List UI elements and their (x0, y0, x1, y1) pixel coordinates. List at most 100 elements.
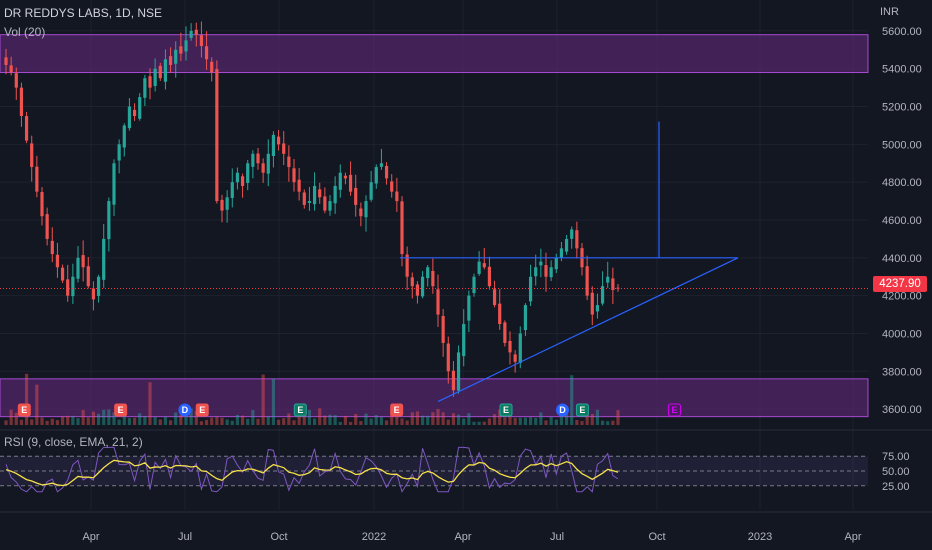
time-tick-label: Jul (550, 531, 564, 543)
candle-body (271, 134, 276, 157)
candle-body (395, 191, 399, 202)
candle-body (549, 267, 553, 278)
event-marker: E (293, 403, 307, 417)
candle-body (487, 266, 492, 287)
candle-body (168, 56, 173, 65)
volume-bar (81, 409, 85, 425)
candle-body (189, 30, 193, 38)
candle-body (297, 179, 301, 192)
candle-body (30, 143, 34, 168)
candle-body (554, 257, 558, 270)
candle-body (564, 238, 569, 252)
volume-bar (570, 375, 574, 425)
candle-body (199, 35, 204, 47)
volume-bar (184, 408, 188, 425)
candle-body (606, 276, 610, 283)
volume-bar (467, 413, 471, 425)
volume-bar (189, 408, 193, 425)
candle-body (323, 196, 327, 211)
candle-body (225, 197, 229, 210)
event-marker: E (114, 403, 128, 417)
volume-bar (230, 420, 234, 425)
volume-bars (4, 373, 620, 425)
volume-bar (107, 409, 111, 425)
candle-body (122, 125, 126, 148)
volume-bar (328, 414, 332, 425)
candle-body (179, 46, 183, 54)
candle-body (528, 276, 533, 302)
volume-legend[interactable]: Vol (20) (4, 25, 45, 39)
volume-bar (359, 421, 363, 425)
candle-body (230, 182, 234, 198)
candle-body (369, 182, 373, 200)
candle-body (107, 201, 111, 240)
volume-bar (343, 415, 348, 425)
event-marker: E (17, 403, 31, 417)
symbol-legend[interactable]: DR REDDYS LABS, 1D, NSE (4, 6, 162, 20)
candle-body (508, 340, 512, 353)
candle-body (9, 65, 13, 73)
earnings-icon (293, 403, 307, 417)
candle-body (102, 238, 106, 280)
volume-bar (611, 420, 615, 425)
price-tick-label: 5200.00 (882, 102, 922, 114)
rsi-line (5, 446, 619, 493)
rsi-pane: 75.00 50.00 25.00 (0, 429, 932, 511)
volume-bar (35, 384, 39, 425)
price-tick-label: 3600.00 (882, 404, 922, 416)
volume-bar (292, 420, 296, 425)
candle-body (544, 265, 548, 277)
symbol-title: DR REDDYS LABS, 1D, NSE (4, 6, 163, 20)
volume-bar (472, 421, 476, 425)
time-tick-label: Apr (82, 531, 99, 543)
candle-body (76, 257, 80, 279)
event-marker: E (499, 403, 513, 417)
volume-bar (199, 421, 204, 425)
candle-body (19, 87, 24, 116)
volume-bar (492, 414, 497, 425)
candle-body (611, 278, 615, 290)
candle-body (240, 176, 245, 186)
volume-bar (50, 418, 54, 425)
time-tick-label: Oct (648, 531, 665, 543)
earnings-icon (195, 403, 209, 417)
candle-body (174, 49, 178, 64)
volume-bar (19, 419, 24, 425)
volume-bar (4, 420, 8, 425)
candle-body (138, 97, 142, 119)
volume-bar (323, 415, 327, 425)
event-marker: E (390, 403, 404, 417)
volume-bar (112, 412, 116, 425)
earnings-icon (575, 403, 589, 417)
candle-body (276, 136, 281, 145)
price-tick-label: 5400.00 (882, 64, 922, 76)
volume-bar (179, 415, 183, 425)
volume-bar (71, 415, 75, 425)
candle-body (55, 254, 60, 268)
candle-body (431, 270, 435, 287)
candle-body (456, 352, 461, 391)
candle-body (590, 292, 594, 315)
event-marker: D (555, 403, 569, 417)
candle-body (405, 254, 409, 277)
candle-body (513, 354, 517, 362)
price-tick-label: 5600.00 (882, 26, 922, 38)
candle-body (492, 289, 497, 306)
volume-bar (590, 413, 594, 425)
candle-body (96, 276, 101, 296)
volume-bar (96, 413, 101, 425)
volume-bar (600, 420, 605, 425)
candle-body (35, 166, 39, 192)
event-marker-label: E (579, 405, 585, 415)
volume-bar (528, 417, 533, 425)
volume-bar (333, 415, 337, 425)
event-marker-label: D (559, 405, 566, 415)
volume-bar (282, 418, 286, 425)
rsi-legend[interactable]: RSI (9, close, EMA, 21, 2) (4, 435, 143, 449)
candle-body (266, 153, 270, 174)
volume-bar (127, 418, 132, 425)
volume-bar (122, 410, 126, 425)
price-tick-label: 4800.00 (882, 177, 922, 189)
volume-bar (384, 420, 389, 425)
